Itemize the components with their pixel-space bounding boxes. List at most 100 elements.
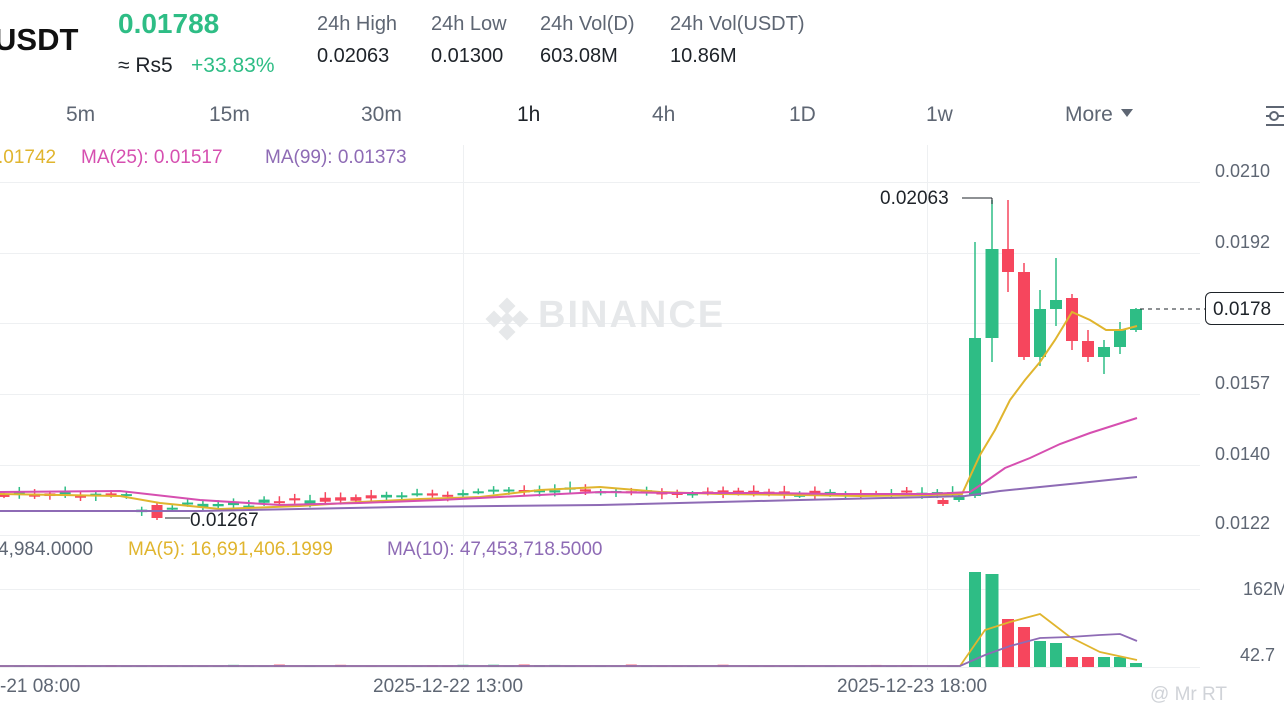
candle-body: [1082, 341, 1094, 357]
candle-body: [1098, 347, 1110, 357]
candle-body: [0, 494, 10, 497]
volume-bar: [1050, 643, 1062, 667]
price-axis-label: 0.0140: [1215, 444, 1271, 464]
candle-body: [228, 501, 239, 506]
candle-body: [166, 507, 178, 510]
volume-axis-label: 162M: [1243, 579, 1284, 599]
volume-bar: [1114, 657, 1126, 667]
volume-indicator: 4,984.0000: [0, 539, 94, 560]
price-axis-label: 0.0192: [1215, 232, 1271, 252]
volume-ma10-indicator: MA(10): 47,453,718.5000: [387, 539, 603, 560]
grid-line: [0, 589, 1200, 590]
current-price-tag: 0.0178: [1205, 292, 1284, 325]
candles: [0, 200, 1142, 520]
volume-bar: [969, 572, 981, 667]
fiat-approx: ≈ Rs5: [118, 54, 173, 77]
author-credit: @ Mr RT: [1150, 684, 1227, 705]
candle-body: [937, 500, 949, 504]
chart-settings-icon[interactable]: [1262, 102, 1284, 135]
candle-body: [411, 493, 423, 496]
candle-body: [182, 502, 194, 505]
stat-24h-vol-usdt-value: 10.86M: [670, 45, 737, 67]
candle-body: [732, 490, 744, 493]
volume-bar: [1002, 619, 1014, 667]
candle-body: [319, 497, 331, 502]
candle-body: [273, 501, 285, 504]
price-axis-label: 0.0157: [1215, 373, 1271, 393]
tab-15m[interactable]: 15m: [209, 103, 250, 126]
candle-body: [442, 494, 454, 497]
tab-5m[interactable]: 5m: [66, 103, 96, 126]
grid-line: [0, 394, 1200, 395]
tab-1w[interactable]: 1w: [926, 103, 953, 126]
candle-body: [1114, 330, 1126, 347]
stat-24h-vol-value: 603.08M: [540, 45, 618, 67]
low-price-label: 0.01267: [190, 510, 259, 531]
stat-24h-vol-label: 24h Vol(D): [540, 13, 635, 35]
price-axis-label: 0.0122: [1215, 513, 1271, 533]
candle-body: [105, 493, 117, 496]
volume-bar: [1018, 627, 1030, 667]
candle-body: [59, 492, 71, 495]
stat-24h-high-value: 0.02063: [317, 45, 390, 67]
candle-body: [289, 498, 301, 501]
time-axis-label: 2025-12-23 18:00: [837, 676, 988, 697]
candle-body: [969, 338, 981, 496]
candle-body: [579, 489, 591, 492]
candle-body: [243, 505, 255, 508]
candle-body: [488, 489, 500, 492]
candle-body: [212, 503, 224, 507]
candle-body: [472, 491, 484, 494]
volume-axis-label: 42.7: [1240, 645, 1276, 665]
volume-bar: [1082, 657, 1094, 667]
candle-body: [258, 499, 270, 503]
tab-30m[interactable]: 30m: [361, 103, 402, 126]
ma7-indicator: .01742: [0, 147, 57, 168]
candle-body: [1002, 249, 1014, 272]
candle-body: [549, 490, 561, 493]
high-price-label: 0.02063: [880, 188, 949, 209]
ma99-indicator: MA(99): 0.01373: [265, 147, 407, 168]
price-axis-label: 0.0210: [1215, 161, 1271, 181]
stat-24h-vol-usdt-label: 24h Vol(USDT): [670, 13, 805, 35]
candle-body: [1130, 309, 1142, 330]
stat-24h-low-label: 24h Low: [431, 13, 507, 35]
grid-line: [0, 667, 1200, 668]
candle-body: [335, 497, 347, 501]
volume-bar: [1034, 641, 1046, 667]
grid-line: [0, 323, 1200, 324]
grid-line: [0, 182, 1200, 183]
stat-24h-high-label: 24h High: [317, 13, 398, 35]
tab-more[interactable]: More: [1065, 103, 1133, 127]
volume-bars: [0, 572, 1142, 667]
pair-symbol[interactable]: USDT: [0, 22, 79, 57]
candle-body: [426, 493, 438, 496]
candle-body: [304, 500, 316, 504]
volume-ma5-line: [0, 613, 1138, 667]
time-axis-label: -21 08:00: [0, 676, 81, 697]
candle-body: [809, 490, 821, 495]
last-price: 0.01788: [118, 8, 220, 39]
candle-body: [381, 494, 392, 498]
tab-1h[interactable]: 1h: [517, 103, 541, 126]
tab-4h[interactable]: 4h: [652, 103, 676, 126]
tab-more-label: More: [1065, 103, 1113, 126]
candle-body: [1066, 298, 1078, 341]
grid-line: [0, 253, 1200, 254]
tab-1d[interactable]: 1D: [789, 103, 816, 126]
grid-line: [0, 535, 1200, 536]
chevron-down-icon: [1120, 109, 1133, 118]
candle-body: [1050, 300, 1062, 309]
candle-body: [953, 496, 965, 500]
candle-body: [985, 249, 999, 338]
volume-bar: [1098, 657, 1110, 667]
time-axis-label: 2025-12-22 13:00: [373, 676, 524, 697]
volume-ma10-line: [0, 633, 1138, 667]
stat-24h-low-value: 0.01300: [431, 45, 504, 67]
volume-ma5-indicator: MA(5): 16,691,406.1999: [128, 539, 333, 560]
candle-body: [350, 497, 362, 501]
volume-bar: [1066, 657, 1078, 667]
candle-body: [687, 493, 698, 496]
candle-body: [197, 503, 209, 508]
